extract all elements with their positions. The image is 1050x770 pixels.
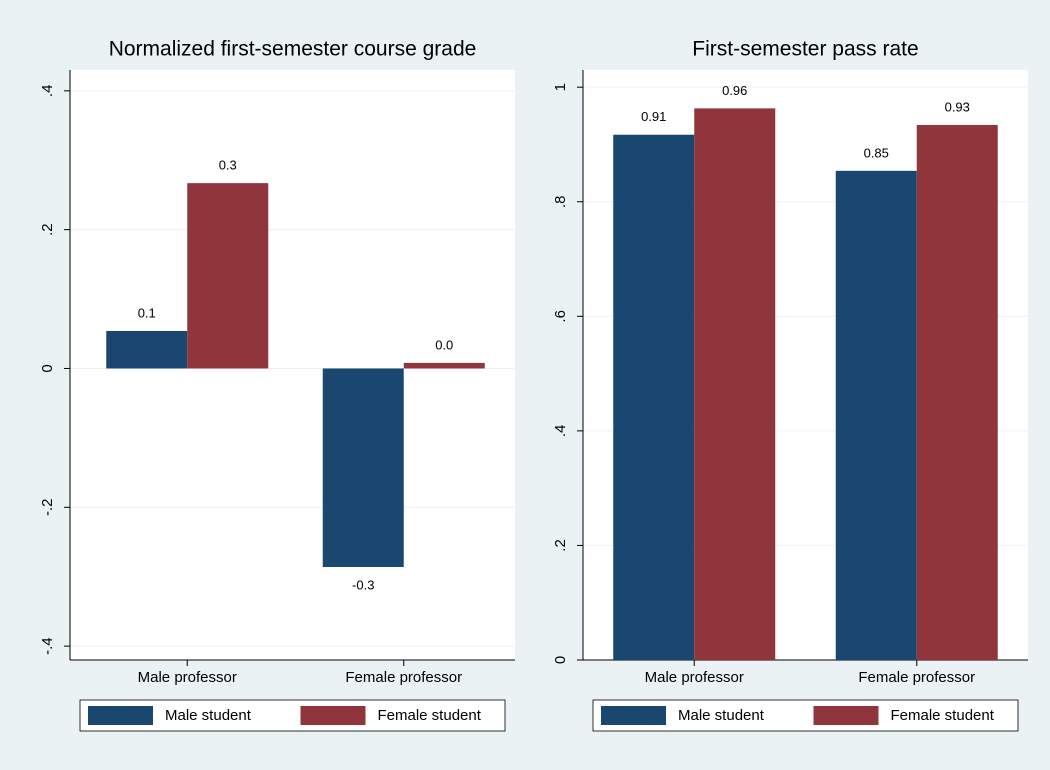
value-label: 0.0 <box>435 337 453 352</box>
bar <box>106 330 188 369</box>
y-tick-label: .8 <box>552 195 569 208</box>
y-tick-label: -.2 <box>39 499 56 517</box>
y-tick-label: 1 <box>552 83 569 91</box>
chart-title: First-semester pass rate <box>692 38 918 61</box>
x-tick-label: Female professor <box>345 669 462 686</box>
y-tick-label: 0 <box>39 364 56 372</box>
y-tick-label: 0 <box>552 656 569 664</box>
y-tick-label: .6 <box>552 310 569 323</box>
legend-swatch <box>601 706 666 725</box>
value-label: -0.3 <box>352 577 374 592</box>
y-tick-label: .4 <box>39 85 56 98</box>
bar <box>835 170 917 660</box>
legend-label: Female student <box>891 707 995 724</box>
y-tick-label: -.4 <box>39 637 56 655</box>
legend-label: Male student <box>165 707 252 724</box>
x-tick-label: Female professor <box>858 669 975 686</box>
legend-swatch <box>300 706 366 725</box>
value-label: 0.1 <box>138 305 156 320</box>
bar <box>322 368 404 567</box>
bar <box>694 108 776 660</box>
bar <box>187 183 269 369</box>
y-tick-label: .4 <box>552 425 569 438</box>
y-tick-label: .2 <box>552 539 569 552</box>
value-label: 0.3 <box>219 158 237 173</box>
value-label: 0.91 <box>641 109 666 124</box>
y-tick-label: .2 <box>39 223 56 236</box>
bar <box>916 124 998 660</box>
value-label: 0.93 <box>945 99 970 114</box>
legend-swatch <box>88 706 153 725</box>
value-label: 0.85 <box>864 145 889 160</box>
legend-label: Female student <box>378 707 482 724</box>
chart-title: Normalized first-semester course grade <box>109 38 477 61</box>
legend-label: Male student <box>678 707 765 724</box>
x-tick-label: Male professor <box>138 669 237 686</box>
bar <box>403 362 485 369</box>
x-tick-label: Male professor <box>645 669 744 686</box>
value-label: 0.96 <box>722 83 747 98</box>
legend-swatch <box>813 706 879 725</box>
bar <box>613 134 695 660</box>
